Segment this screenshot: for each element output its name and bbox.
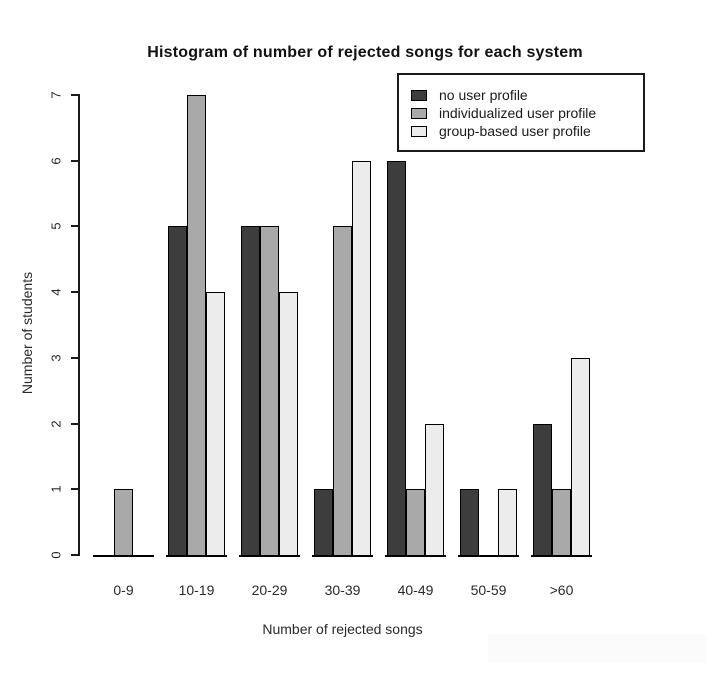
chart-title: Histogram of number of rejected songs fo… — [147, 44, 583, 61]
watermark-artifact — [488, 634, 707, 663]
legend-row: individualized user profile — [411, 104, 633, 122]
x-tick-label: 30-39 — [324, 582, 361, 598]
bar — [279, 292, 298, 555]
legend-row: group-based user profile — [411, 122, 633, 140]
bar — [168, 226, 187, 555]
legend-swatch-medium — [411, 107, 427, 119]
y-axis-title: Number of students — [19, 271, 35, 395]
bar — [498, 489, 517, 555]
x-tick-label: 10-19 — [178, 582, 215, 598]
bar-group-40-49 — [385, 95, 446, 557]
y-axis-line — [78, 94, 80, 556]
bar — [425, 423, 444, 555]
legend-label: individualized user profile — [439, 105, 597, 121]
baseline — [531, 555, 592, 557]
bar-group-10-19 — [166, 95, 227, 557]
bar-group-50-59 — [458, 95, 519, 557]
y-tick-mark — [71, 225, 78, 228]
bar — [114, 489, 133, 555]
legend: no user profile individualized user prof… — [397, 73, 645, 152]
baseline — [93, 555, 154, 557]
x-axis-labels: 0-9 10-19 20-29 30-39 40-49 50-59 >60 — [95, 582, 590, 598]
y-tick-mark — [71, 159, 78, 162]
baseline — [458, 555, 519, 557]
y-tick-label: 1 — [48, 485, 64, 493]
x-axis-title: Number of rejected songs — [262, 621, 423, 637]
baseline — [385, 555, 446, 557]
bar — [406, 489, 425, 555]
bar — [352, 160, 371, 555]
bar — [314, 489, 333, 555]
bar-group-0-9 — [93, 95, 154, 557]
baseline — [166, 555, 227, 557]
baseline — [239, 555, 300, 557]
plot-area — [93, 95, 592, 557]
bar — [460, 489, 479, 555]
legend-row: no user profile — [411, 86, 633, 104]
bar-group->60 — [531, 95, 592, 557]
x-tick-label: >60 — [549, 582, 574, 598]
y-tick-label: 6 — [48, 157, 64, 165]
y-tick-mark — [71, 356, 78, 359]
bar — [333, 226, 352, 555]
x-tick-label: 20-29 — [251, 582, 288, 598]
y-tick-label: 3 — [48, 354, 64, 362]
bar — [241, 226, 260, 555]
y-tick-mark — [71, 422, 78, 425]
bar-group-20-29 — [239, 95, 300, 557]
legend-label: no user profile — [439, 87, 528, 103]
bar — [187, 95, 206, 555]
legend-label: group-based user profile — [439, 123, 591, 139]
x-tick-label: 40-49 — [397, 582, 434, 598]
bar — [206, 292, 225, 555]
bar — [387, 160, 406, 555]
y-tick-label: 4 — [48, 288, 64, 296]
y-tick-label: 5 — [48, 222, 64, 231]
y-tick-mark — [71, 488, 78, 491]
bar-group-30-39 — [312, 95, 373, 557]
y-tick-label: 0 — [48, 551, 64, 559]
bar — [533, 423, 552, 555]
x-tick-label: 50-59 — [470, 582, 507, 598]
y-tick-label: 2 — [48, 419, 64, 428]
legend-swatch-dark — [411, 89, 427, 101]
y-tick-mark — [71, 291, 78, 294]
bar — [571, 357, 590, 555]
y-tick-mark — [71, 94, 78, 96]
bar — [260, 226, 279, 555]
x-tick-label: 0-9 — [113, 582, 134, 598]
bar — [552, 489, 571, 555]
legend-swatch-light — [411, 125, 427, 137]
y-tick-mark — [71, 554, 78, 556]
y-tick-label: 7 — [48, 91, 64, 99]
baseline — [312, 555, 373, 557]
